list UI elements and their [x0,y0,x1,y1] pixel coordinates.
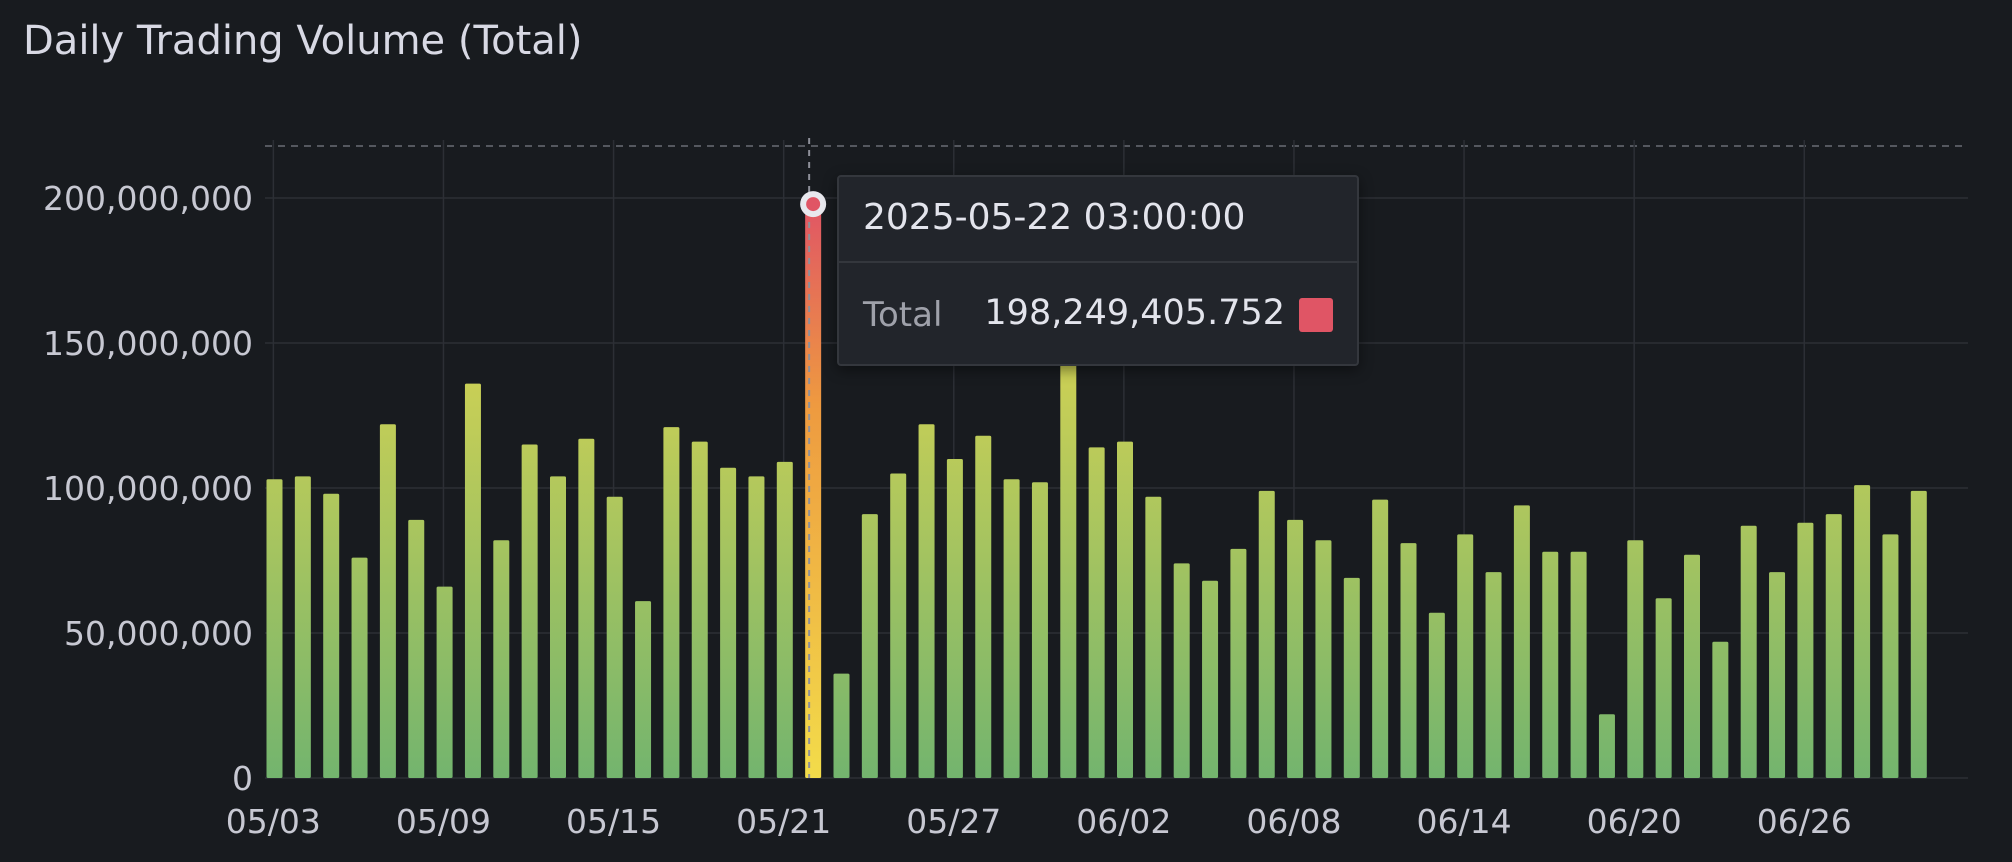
bar[interactable] [1088,447,1105,778]
bar[interactable] [1230,548,1247,778]
bar[interactable] [1627,540,1644,778]
bar[interactable] [1797,522,1814,778]
tooltip-value: 198,249,405.752 [984,293,1285,333]
bar[interactable] [833,673,850,778]
bar[interactable] [1825,514,1842,778]
y-axis: 0 50,000,000 100,000,000 150,000,000 200,000… [43,179,253,798]
bar[interactable] [1485,572,1502,778]
x-tick-label: 06/08 [1246,802,1341,841]
y-tick-label: 0 [232,759,253,798]
bar[interactable] [436,586,453,778]
bar[interactable] [946,459,963,778]
bar[interactable] [1060,348,1077,778]
bar[interactable] [975,435,992,778]
bar[interactable] [861,514,878,778]
bar[interactable] [776,461,793,778]
x-tick-label: 05/03 [226,802,321,841]
bar[interactable] [1315,540,1332,778]
x-tick-label: 05/27 [906,802,1001,841]
bar[interactable] [1117,441,1133,778]
bar[interactable] [408,519,425,778]
bar[interactable] [1173,563,1190,778]
x-tick-label: 06/14 [1417,802,1512,841]
x-tick-label: 06/20 [1587,802,1682,841]
bar[interactable] [1882,534,1899,778]
tooltip: 2025-05-22 03:00:00 Total 198,249,405.75… [837,175,1359,366]
x-tick-label: 05/21 [736,802,831,841]
x-tick-label: 06/26 [1757,802,1852,841]
bar[interactable] [294,476,311,778]
bar[interactable] [890,473,907,779]
bar[interactable] [691,441,708,778]
panel-title: Daily Trading Volume (Total) [23,18,583,64]
bar[interactable] [1457,534,1474,778]
hover-indicator [800,138,827,778]
bar[interactable] [1598,714,1615,778]
bar[interactable] [1740,525,1757,778]
hover-point [806,197,821,212]
bar[interactable] [1428,612,1445,778]
bar[interactable] [1031,482,1048,778]
bar[interactable] [1854,485,1871,778]
x-tick-label: 06/02 [1076,802,1171,841]
y-tick-label: 200,000,000 [43,179,253,218]
bar[interactable] [1003,479,1020,778]
x-axis: 05/03 05/09 05/15 05/21 05/27 06/02 06/08 06/14… [226,802,1852,841]
bar[interactable] [1513,505,1530,778]
bar[interactable] [1258,490,1275,778]
bar[interactable] [748,476,765,778]
bar[interactable] [379,424,396,778]
bar[interactable] [1287,519,1304,778]
x-tick-label: 05/15 [566,802,661,841]
bar[interactable] [1712,641,1729,778]
bar[interactable] [464,383,481,778]
bar[interactable] [351,557,368,778]
bar[interactable] [606,496,623,778]
tooltip-divider [839,261,1357,263]
y-tick-label: 50,000,000 [64,614,253,653]
bar[interactable] [1570,551,1587,778]
bar[interactable] [323,493,340,778]
bar-highlighted[interactable] [805,203,822,778]
bar[interactable] [1684,554,1700,778]
bar[interactable] [493,540,510,778]
bar[interactable] [635,601,652,778]
y-tick-label: 100,000,000 [43,469,253,508]
x-tick-label: 05/09 [396,802,491,841]
bar[interactable] [1655,598,1672,778]
bar[interactable] [550,476,566,778]
bar[interactable] [1910,490,1927,778]
bar[interactable] [266,479,283,778]
bar[interactable] [1542,551,1559,778]
bar[interactable] [663,427,680,778]
bar[interactable] [1343,577,1360,778]
tooltip-series-label: Total [863,295,943,335]
bar[interactable] [1372,499,1389,778]
tooltip-time: 2025-05-22 03:00:00 [863,197,1246,238]
bars[interactable] [266,203,1927,779]
bar[interactable] [720,467,737,778]
bar[interactable] [521,444,538,779]
y-tick-label: 150,000,000 [43,324,253,363]
bar[interactable] [1769,572,1786,778]
bar[interactable] [1202,580,1219,778]
tooltip-series-swatch [1299,298,1333,332]
bar[interactable] [578,438,595,778]
bar[interactable] [1145,496,1162,778]
bar[interactable] [1400,543,1417,778]
bar[interactable] [918,424,935,778]
